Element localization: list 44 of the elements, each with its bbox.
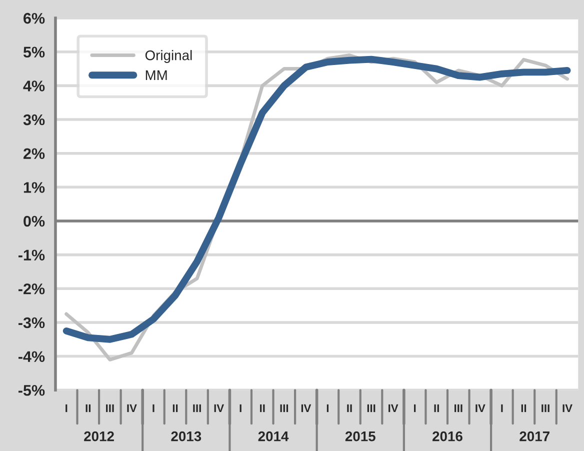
x-tick-label: IV	[476, 404, 486, 412]
text: 2016	[432, 431, 462, 442]
x-tick-label: III	[367, 404, 376, 412]
x-tick-label: III	[193, 404, 201, 412]
x-tick-label: II	[86, 404, 90, 412]
x-tick-label: I	[240, 404, 242, 412]
y-tick-label: -5%	[18, 385, 45, 396]
x-tick-label: II	[172, 404, 178, 412]
x-tick-label: III	[106, 404, 114, 412]
y-tick-label: 2%	[24, 148, 45, 159]
y-tick-label: 0%	[24, 216, 45, 227]
y-tick-label: 1%	[24, 182, 45, 193]
text: 2014	[258, 431, 289, 442]
y-tick-label: -4%	[18, 351, 45, 362]
text: 2012	[84, 431, 114, 442]
x-tick-label: I	[66, 404, 68, 412]
x-tick-label: IV	[301, 404, 312, 412]
y-tick-label: 3%	[23, 114, 45, 126]
x-tick-label: I	[326, 404, 329, 412]
x-tick-label: III	[454, 404, 462, 412]
text: 2013	[171, 431, 202, 442]
x-tick-label: IV	[562, 404, 572, 412]
x-tick-label: III	[280, 404, 288, 412]
x-tick-label: II	[260, 404, 265, 412]
legend-label: Original	[145, 50, 192, 63]
text: 2017	[520, 431, 550, 442]
x-tick-label: IV	[214, 404, 224, 412]
y-tick-label: -3%	[18, 317, 45, 328]
x-tick-label: I	[152, 404, 154, 412]
x-tick-label: I	[414, 404, 416, 412]
y-tick-label: -2%	[18, 284, 45, 294]
x-tick-label: II	[347, 404, 352, 412]
text: 2015	[345, 431, 376, 442]
x-tick-label: III	[542, 404, 550, 412]
y-tick-label: 5%	[23, 46, 45, 58]
x-tick-label: II	[521, 404, 526, 412]
y-tick-label: 6%	[24, 12, 45, 24]
y-tick-label: 4%	[23, 80, 45, 92]
legend-label: MM	[146, 70, 167, 80]
y-tick-label: -1%	[18, 250, 45, 260]
x-tick-label: I	[501, 404, 503, 412]
x-tick-label: II	[434, 404, 439, 412]
x-tick-label: IV	[127, 404, 137, 412]
x-tick-label: IV	[388, 404, 398, 412]
